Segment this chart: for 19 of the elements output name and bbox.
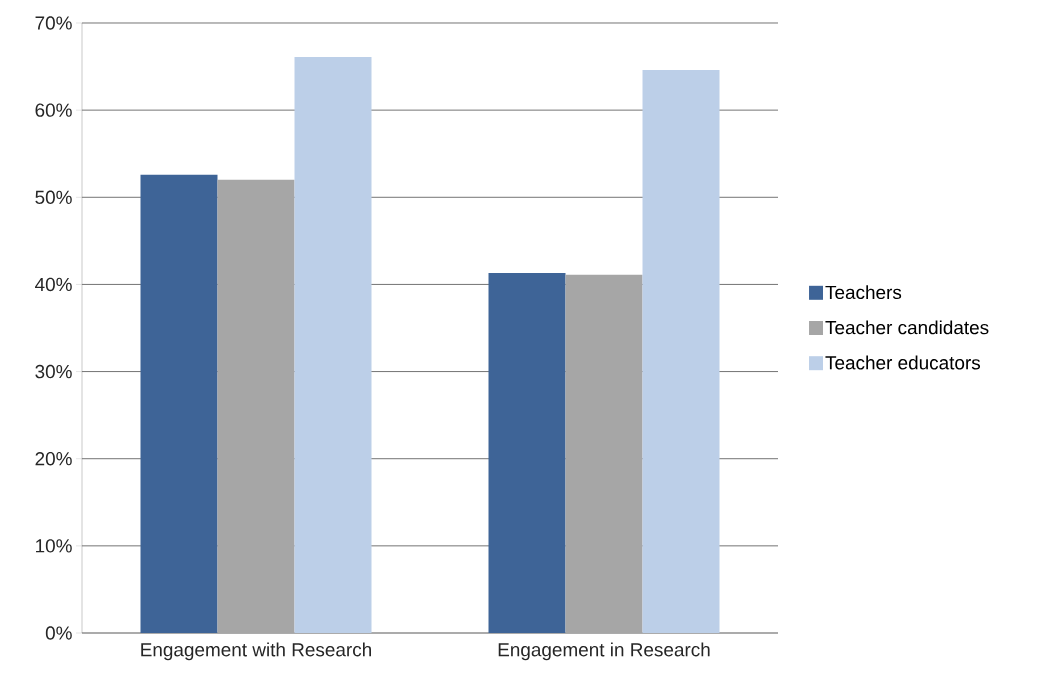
y-tick-label: 30% bbox=[35, 364, 72, 379]
bar bbox=[217, 179, 295, 633]
x-tick-label: Engagement with Research bbox=[141, 642, 371, 661]
legend-label: Teacher candidates bbox=[825, 320, 989, 335]
y-tick-label: 70% bbox=[35, 16, 72, 30]
bar bbox=[488, 273, 566, 633]
bar bbox=[140, 174, 218, 633]
y-tick-label: 10% bbox=[36, 539, 72, 553]
bar bbox=[294, 56, 372, 633]
x-tick-label: Engagement in Research bbox=[498, 642, 710, 661]
y-tick-label: 60% bbox=[35, 103, 72, 117]
y-tick-label: 50% bbox=[35, 190, 72, 204]
y-tick-label: 20% bbox=[35, 452, 72, 466]
bar bbox=[565, 274, 643, 633]
y-tick-label: 0% bbox=[45, 626, 72, 640]
bar bbox=[642, 70, 720, 633]
legend-label: Teacher educators bbox=[825, 355, 981, 370]
y-tick-label: 40% bbox=[35, 277, 72, 292]
legend-label: Teachers bbox=[825, 285, 902, 300]
